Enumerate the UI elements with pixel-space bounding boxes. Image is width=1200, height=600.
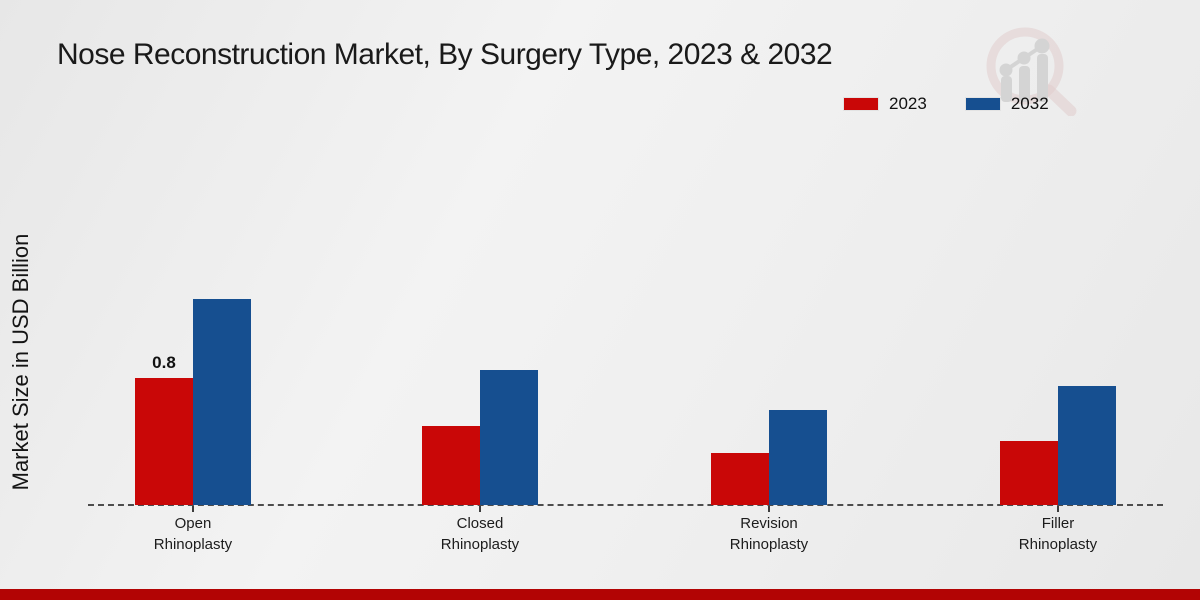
x-axis-tick	[1057, 506, 1059, 512]
footer-accent-bar	[0, 589, 1200, 600]
legend: 2023 2032	[843, 94, 1049, 114]
bar-2023-open-rhinoplasty	[135, 378, 193, 505]
x-axis-dashed-line	[88, 504, 1163, 506]
bar-2023-revision-rhinoplasty	[711, 453, 769, 505]
bar-2023-filler-rhinoplasty	[1000, 441, 1058, 505]
x-axis-tick	[768, 506, 770, 512]
legend-label-2032: 2032	[1010, 94, 1049, 113]
legend-item-2023: 2023	[843, 94, 927, 114]
x-axis-tick	[192, 506, 194, 512]
bar-group-revision-rhinoplasty	[711, 275, 827, 505]
category-label-revision-rhinoplasty: Revision Rhinoplasty	[729, 515, 809, 553]
y-axis-label: Market Size in USD Billion	[8, 233, 33, 491]
bar-value-label: 0.8	[152, 353, 176, 372]
bar-2032-open-rhinoplasty	[193, 299, 251, 505]
legend-item-2032: 2032	[964, 94, 1049, 114]
bar-2023-closed-rhinoplasty	[422, 426, 480, 505]
bar-group-open-rhinoplasty: 0.8	[135, 275, 251, 505]
legend-label-2023: 2023	[889, 94, 927, 113]
x-axis-tick	[479, 506, 481, 512]
bar-2032-filler-rhinoplasty	[1058, 386, 1116, 505]
category-label-closed-rhinoplasty: Closed Rhinoplasty	[440, 515, 520, 553]
bar-group-filler-rhinoplasty	[1000, 275, 1116, 505]
bar-2032-revision-rhinoplasty	[769, 410, 827, 505]
category-label-open-rhinoplasty: Open Rhinoplasty	[153, 515, 233, 553]
legend-swatch-2032	[964, 97, 1001, 111]
bar-2032-closed-rhinoplasty	[480, 370, 538, 505]
category-label-filler-rhinoplasty: Filler Rhinoplasty	[1018, 515, 1098, 553]
magnifier-growth-chart-logo	[986, 27, 1077, 116]
bar-group-closed-rhinoplasty	[422, 275, 538, 505]
chart-title: Nose Reconstruction Market, By Surgery T…	[57, 38, 833, 71]
legend-swatch-2023	[843, 97, 879, 111]
